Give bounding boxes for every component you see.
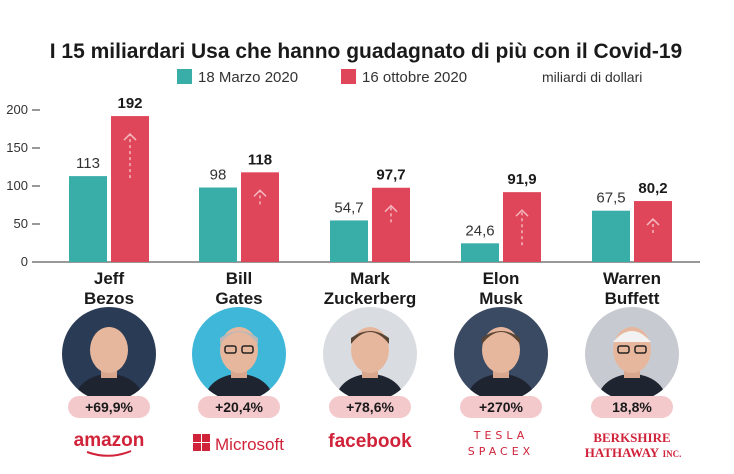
bar-group: 98 118 — [199, 151, 279, 262]
portrait-glasses — [634, 345, 647, 354]
data-label-series1: 54,7 — [334, 199, 363, 216]
bar-series1 — [592, 210, 630, 262]
growth-arrow-head — [123, 133, 137, 141]
bar-series2 — [111, 116, 149, 262]
y-tick-label: 100 — [6, 178, 28, 193]
data-label-series2: 118 — [248, 151, 272, 168]
tesla-spacex-logo: TESLA SPACEX — [468, 429, 534, 458]
growth-arrow-head — [253, 189, 267, 197]
bar-series1 — [461, 243, 499, 262]
portrait-glasses — [617, 345, 630, 354]
pct-badge-label: +270% — [479, 399, 524, 415]
y-tick-label: 200 — [6, 102, 28, 117]
hathaway-wordmark: HATHAWAY — [585, 445, 660, 460]
bar-group: 54,7 97,7 — [330, 167, 410, 262]
legend-swatch-series1 — [177, 69, 192, 84]
microsoft-logo: Microsoft — [193, 434, 284, 454]
data-label-series1: 113 — [76, 155, 100, 172]
microsoft-wordmark: Microsoft — [215, 435, 284, 454]
pct-badge-label: +20,4% — [215, 399, 263, 415]
inc-wordmark: INC. — [663, 449, 682, 459]
person-last-name: Buffett — [605, 289, 660, 308]
portrait-hair — [613, 331, 651, 342]
brand-logos: amazon Microsoft facebook TESLA SPACEX BERKSH… — [74, 429, 682, 460]
legend-label-series2: 16 ottobre 2020 — [362, 69, 467, 86]
legend: 18 Marzo 2020 16 ottobre 2020 — [177, 69, 467, 86]
person-first-name: Elon — [483, 269, 520, 288]
y-tick-label: 150 — [6, 140, 28, 155]
pct-badge-label: 18,8% — [612, 399, 652, 415]
data-label-series2: 80,2 — [638, 180, 667, 197]
portrait-face — [351, 327, 389, 373]
pct-badge — [329, 396, 411, 418]
portrait-face — [220, 327, 258, 373]
bar-series2 — [241, 172, 279, 262]
growth-arrow-head — [384, 204, 398, 213]
bar-series2 — [372, 187, 410, 262]
spacex-wordmark: SPACEX — [468, 445, 534, 458]
bar-series1 — [199, 187, 237, 262]
growth-arrow-head — [515, 209, 529, 217]
pct-badge-label: +69,9% — [85, 399, 133, 415]
bar-group: 24,6 91,9 — [461, 171, 541, 262]
person-first-name: Jeff — [94, 269, 125, 288]
legend-swatch-series2 — [341, 69, 356, 84]
bar-group: 67,5 80,2 — [592, 180, 672, 262]
amazon-wordmark: amazon — [74, 430, 145, 451]
portrait-face — [482, 327, 520, 373]
microsoft-square-icon — [202, 443, 210, 451]
portrait-hair — [220, 331, 258, 344]
person-first-name: Warren — [603, 269, 661, 288]
data-label-series1: 98 — [210, 167, 227, 184]
data-label-series1: 67,5 — [596, 190, 625, 207]
portrait-glasses — [241, 345, 254, 354]
person-first-name: Mark — [350, 269, 390, 288]
portrait-face — [90, 327, 128, 373]
person-last-name: Zuckerberg — [324, 289, 417, 308]
pct-badge — [591, 396, 673, 418]
chart-title: I 15 miliardari Usa che hanno guadagnato… — [50, 40, 682, 63]
data-label-series2: 91,9 — [507, 171, 536, 188]
pct-badge — [198, 396, 280, 418]
berkshire-wordmark: BERKSHIRE — [593, 430, 670, 445]
person-last-name: Bezos — [84, 289, 134, 308]
data-label-series2: 97,7 — [376, 167, 405, 184]
facebook-wordmark: facebook — [328, 431, 412, 452]
portrait-glasses — [224, 345, 237, 354]
data-label-series2: 192 — [117, 95, 142, 112]
microsoft-square-icon — [193, 443, 201, 451]
bar-group: 113 192 — [69, 95, 149, 262]
growth-arrow-head — [646, 217, 660, 226]
pct-badge — [460, 396, 542, 418]
y-tick-label: 50 — [14, 216, 28, 231]
portrait-hair — [482, 331, 520, 344]
person-last-name: Musk — [479, 289, 523, 308]
bar-series1 — [69, 176, 107, 262]
pct-badge — [68, 396, 150, 418]
data-label-series1: 24,6 — [465, 222, 494, 239]
bars: 113 192 98 118 54,7 97,7 24,6 91,9 67,5 80,2 — [69, 95, 672, 262]
microsoft-square-icon — [193, 434, 201, 442]
tesla-wordmark: TESLA — [473, 429, 529, 442]
portrait-hair — [351, 331, 389, 344]
person-last-name: Gates — [215, 289, 262, 308]
y-tick-label: 0 — [21, 254, 28, 269]
amazon-logo: amazon — [74, 430, 145, 457]
portrait-photo — [454, 307, 548, 401]
person-first-name: Bill — [226, 269, 252, 288]
amazon-smile-icon — [86, 450, 132, 457]
microsoft-square-icon — [202, 434, 210, 442]
unit-note: miliardi di dollari — [542, 69, 642, 85]
bar-series1 — [330, 220, 368, 262]
legend-label-series1: 18 Marzo 2020 — [198, 69, 298, 86]
pct-badge-label: +78,6% — [346, 399, 394, 415]
